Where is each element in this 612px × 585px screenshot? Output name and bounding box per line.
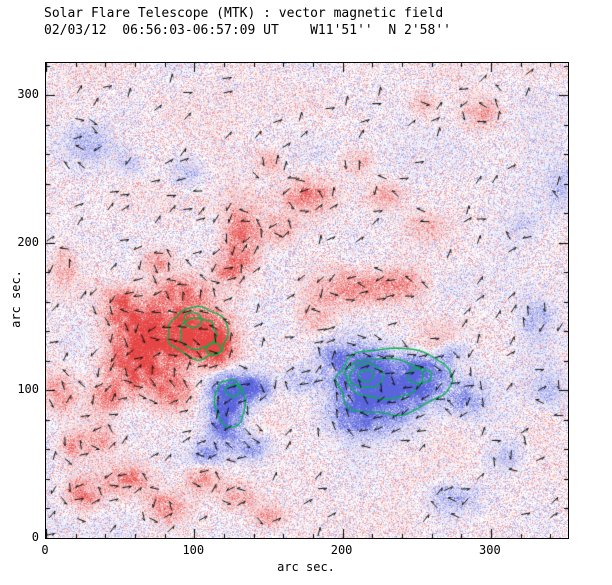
y-tick-label: 100	[17, 382, 39, 397]
x-tick-label: 300	[479, 543, 501, 557]
plot-subtitle: 02/03/12 06:56:03-06:57:09 UT W11'51'' N…	[44, 23, 451, 38]
x-axis-label: arc sec.	[277, 560, 335, 574]
x-tick-label: 200	[330, 543, 353, 557]
x-tick-label: 0	[41, 543, 49, 557]
x-tick-label: 100	[182, 543, 205, 557]
plot-title: Solar Flare Telescope (MTK) : vector mag…	[44, 6, 444, 21]
y-tick-label: 300	[17, 87, 39, 102]
magnetogram-canvas	[46, 63, 568, 538]
y-tick-label: 0	[31, 530, 39, 544]
y-tick-label: 200	[17, 234, 39, 249]
y-axis-label: arc sec.	[9, 270, 23, 328]
plot-area	[45, 62, 569, 539]
